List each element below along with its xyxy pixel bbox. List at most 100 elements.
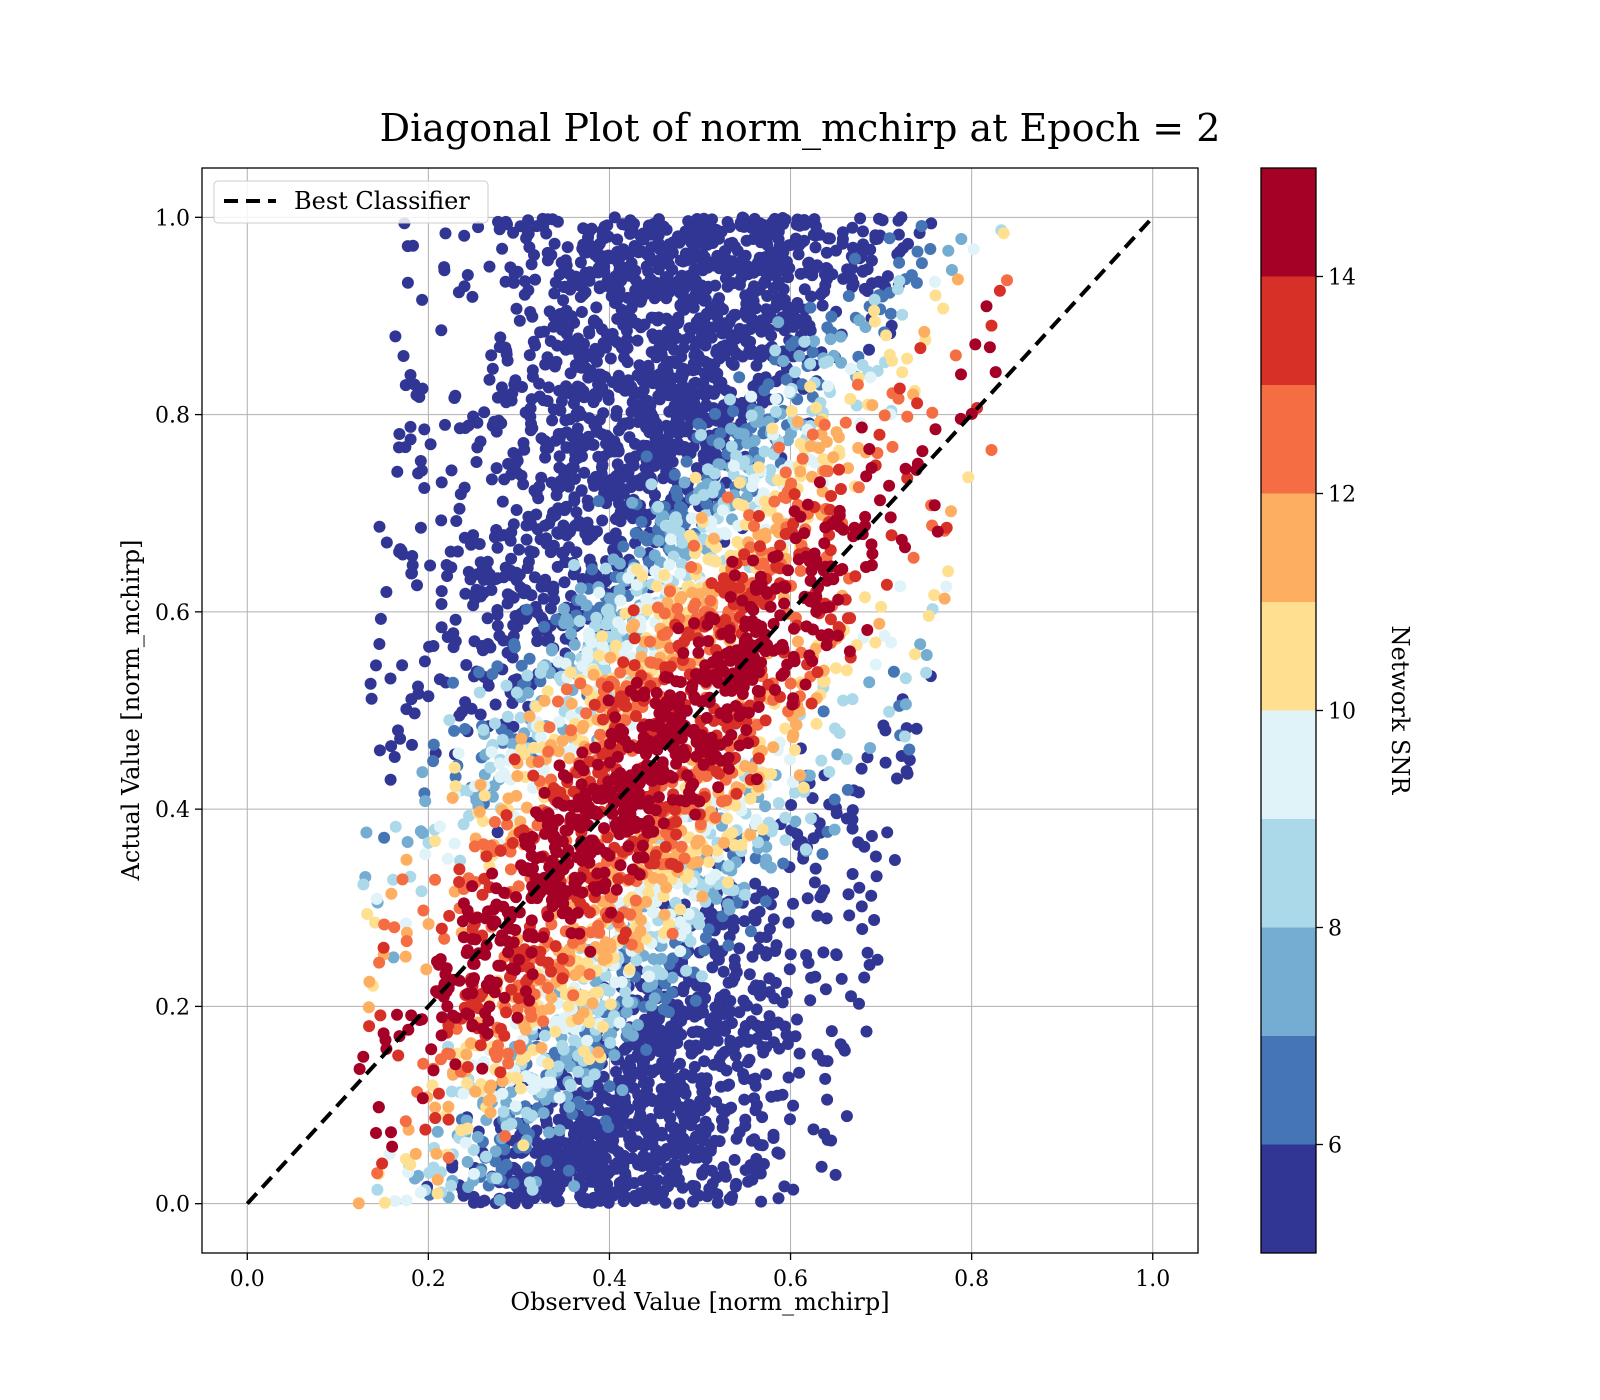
- scatter-point: [868, 293, 881, 306]
- scatter-point: [447, 641, 460, 654]
- scatter-point: [899, 730, 911, 743]
- scatter-point: [671, 1175, 684, 1188]
- scatter-point: [646, 1066, 659, 1079]
- scatter-point: [628, 618, 640, 631]
- scatter-point: [645, 311, 658, 324]
- scatter-point: [569, 270, 582, 283]
- scatter-point: [672, 311, 685, 324]
- scatter-point: [644, 635, 656, 648]
- scatter-point: [634, 1187, 647, 1200]
- scatter-point: [362, 1001, 375, 1014]
- scatter-point: [779, 466, 792, 479]
- scatter-point: [609, 639, 622, 652]
- scatter-point: [553, 1124, 566, 1137]
- scatter-point: [528, 571, 541, 584]
- scatter-point: [447, 627, 460, 640]
- scatter-point: [723, 221, 736, 233]
- scatter-point: [681, 1139, 694, 1151]
- scatter-point: [624, 1129, 637, 1142]
- scatter-point: [757, 265, 770, 277]
- scatter-point: [844, 362, 857, 375]
- scatter-point: [718, 317, 731, 330]
- scatter-point: [853, 314, 866, 327]
- scatter-point: [445, 1179, 458, 1192]
- scatter-point: [718, 526, 731, 539]
- scatter-point: [472, 221, 485, 234]
- scatter-point: [527, 546, 540, 559]
- scatter-point: [427, 738, 440, 751]
- scatter-point: [497, 571, 510, 584]
- scatter-point: [879, 756, 892, 769]
- scatter-point: [435, 476, 448, 489]
- scatter-point: [911, 245, 924, 258]
- scatter-point: [769, 301, 782, 314]
- scatter-point: [562, 1000, 575, 1013]
- scatter-point: [811, 909, 824, 922]
- scatter-point: [513, 543, 525, 556]
- scatter-point: [755, 314, 768, 327]
- scatter-point: [668, 277, 681, 290]
- scatter-point: [396, 659, 409, 672]
- scatter-point: [429, 835, 441, 847]
- scatter-point: [674, 903, 687, 916]
- scatter-point: [439, 227, 452, 240]
- scatter-point: [787, 897, 799, 910]
- scatter-point: [748, 212, 761, 225]
- scatter-point: [573, 349, 586, 362]
- scatter-point: [591, 251, 604, 264]
- scatter-point: [520, 533, 533, 546]
- scatter-point: [577, 719, 590, 732]
- scatter-point: [578, 1149, 591, 1162]
- scatter-point: [499, 275, 512, 288]
- scatter-point: [401, 836, 414, 848]
- scatter-point: [760, 949, 773, 962]
- scatter-point: [636, 569, 649, 582]
- scatter-point: [509, 610, 522, 622]
- scatter-point: [731, 536, 744, 548]
- scatter-point: [715, 1002, 728, 1015]
- scatter-point: [467, 599, 480, 612]
- scatter-point: [642, 359, 655, 372]
- scatter-point: [572, 332, 584, 345]
- scatter-point: [490, 462, 503, 475]
- scatter-point: [701, 448, 714, 461]
- scatter-point: [537, 1015, 550, 1028]
- scatter-point: [525, 258, 538, 271]
- scatter-point: [663, 585, 676, 598]
- scatter-point: [856, 265, 869, 278]
- scatter-point: [626, 496, 639, 509]
- scatter-point: [903, 743, 916, 756]
- scatter-point: [612, 444, 625, 457]
- scatter-point: [669, 511, 682, 524]
- scatter-point: [730, 1177, 743, 1190]
- scatter-point: [389, 820, 402, 833]
- scatter-point: [711, 1034, 724, 1047]
- scatter-point: [590, 924, 602, 937]
- scatter-point: [641, 373, 654, 386]
- scatter-point: [940, 580, 953, 593]
- scatter-point: [688, 493, 701, 506]
- scatter-point: [621, 342, 634, 355]
- scatter-point: [442, 1100, 455, 1113]
- scatter-point: [457, 1087, 470, 1100]
- scatter-point: [861, 946, 874, 959]
- scatter-point: [370, 659, 382, 672]
- scatter-point: [385, 740, 398, 753]
- scatter-point: [577, 222, 590, 235]
- scatter-point: [777, 355, 790, 367]
- scatter-point: [860, 1025, 873, 1038]
- scatter-point: [458, 229, 471, 242]
- scatter-point: [460, 659, 473, 671]
- scatter-point: [829, 1168, 842, 1181]
- scatter-point: [593, 1104, 605, 1117]
- scatter-point: [568, 559, 581, 571]
- scatter-point: [542, 745, 555, 758]
- scatter-point: [415, 885, 428, 898]
- scatter-point: [861, 751, 874, 764]
- scatter-point: [811, 1048, 824, 1061]
- scatter-point: [474, 708, 487, 721]
- scatter-point: [360, 826, 373, 839]
- scatter-point: [693, 1189, 705, 1202]
- scatter-point: [535, 1041, 548, 1054]
- scatter-point: [497, 767, 510, 780]
